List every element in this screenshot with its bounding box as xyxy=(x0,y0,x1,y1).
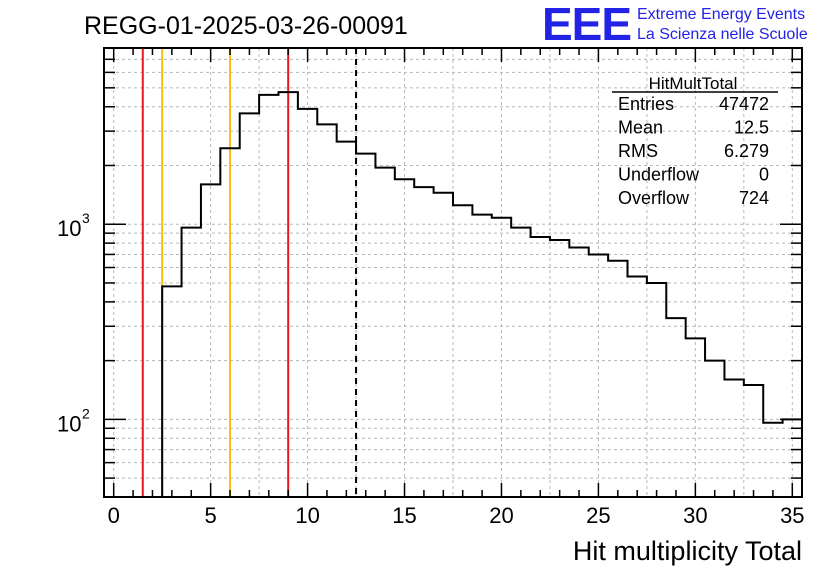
reference-lines xyxy=(141,48,358,497)
x-tick-labels: 0 5 10 15 20 25 30 35 xyxy=(108,503,805,528)
stats-value: 6.279 xyxy=(724,141,769,161)
x-tick-label: 20 xyxy=(489,503,513,528)
x-tick-label: 10 xyxy=(295,503,319,528)
x-tick-label: 35 xyxy=(780,503,804,528)
stats-value: 12.5 xyxy=(734,118,769,138)
stats-label: Entries xyxy=(618,94,674,114)
x-tick-label: 30 xyxy=(683,503,707,528)
stats-value: 47472 xyxy=(719,94,769,114)
y-tick-base: 10 xyxy=(57,411,81,436)
y-tick-label: 10 2 xyxy=(57,405,90,436)
stats-value: 724 xyxy=(739,188,769,208)
grid xyxy=(104,48,802,497)
stats-label: Underflow xyxy=(618,165,700,185)
y-tick-exponent: 2 xyxy=(82,405,90,421)
stats-value: 0 xyxy=(759,165,769,185)
stats-box: HitMultTotal Entries 47472 Mean 12.5 RMS 6.27… xyxy=(612,74,778,208)
plot-frame xyxy=(103,47,803,498)
stats-label: RMS xyxy=(618,141,658,161)
x-tick-label: 0 xyxy=(108,503,120,528)
logo-line-1: Extreme Energy Events xyxy=(637,6,805,23)
stats-rows: Entries 47472 Mean 12.5 RMS 6.279 Underflow 0 Ov… xyxy=(618,94,769,208)
y-tick-base: 10 xyxy=(57,216,81,241)
chart-title: REGG-01-2025-03-26-00091 xyxy=(84,12,408,40)
stats-label: Overflow xyxy=(618,188,690,208)
x-tick-label: 25 xyxy=(586,503,610,528)
stats-title: HitMultTotal xyxy=(649,74,738,93)
stats-label: Mean xyxy=(618,118,663,138)
x-tick-label: 15 xyxy=(392,503,416,528)
histogram-outline xyxy=(142,91,803,498)
eee-logo: EEE Extreme Energy Events La Scienza nel… xyxy=(542,0,808,50)
logo-line-2: La Scienza nelle Scuole xyxy=(637,26,808,43)
x-axis-label: Hit multiplicity Total xyxy=(573,536,802,566)
y-tick-exponent: 3 xyxy=(82,210,90,226)
x-tick-label: 5 xyxy=(205,503,217,528)
logo-mark: EEE xyxy=(542,0,631,50)
axis-ticks xyxy=(104,48,802,497)
y-tick-label: 10 3 xyxy=(57,210,90,241)
